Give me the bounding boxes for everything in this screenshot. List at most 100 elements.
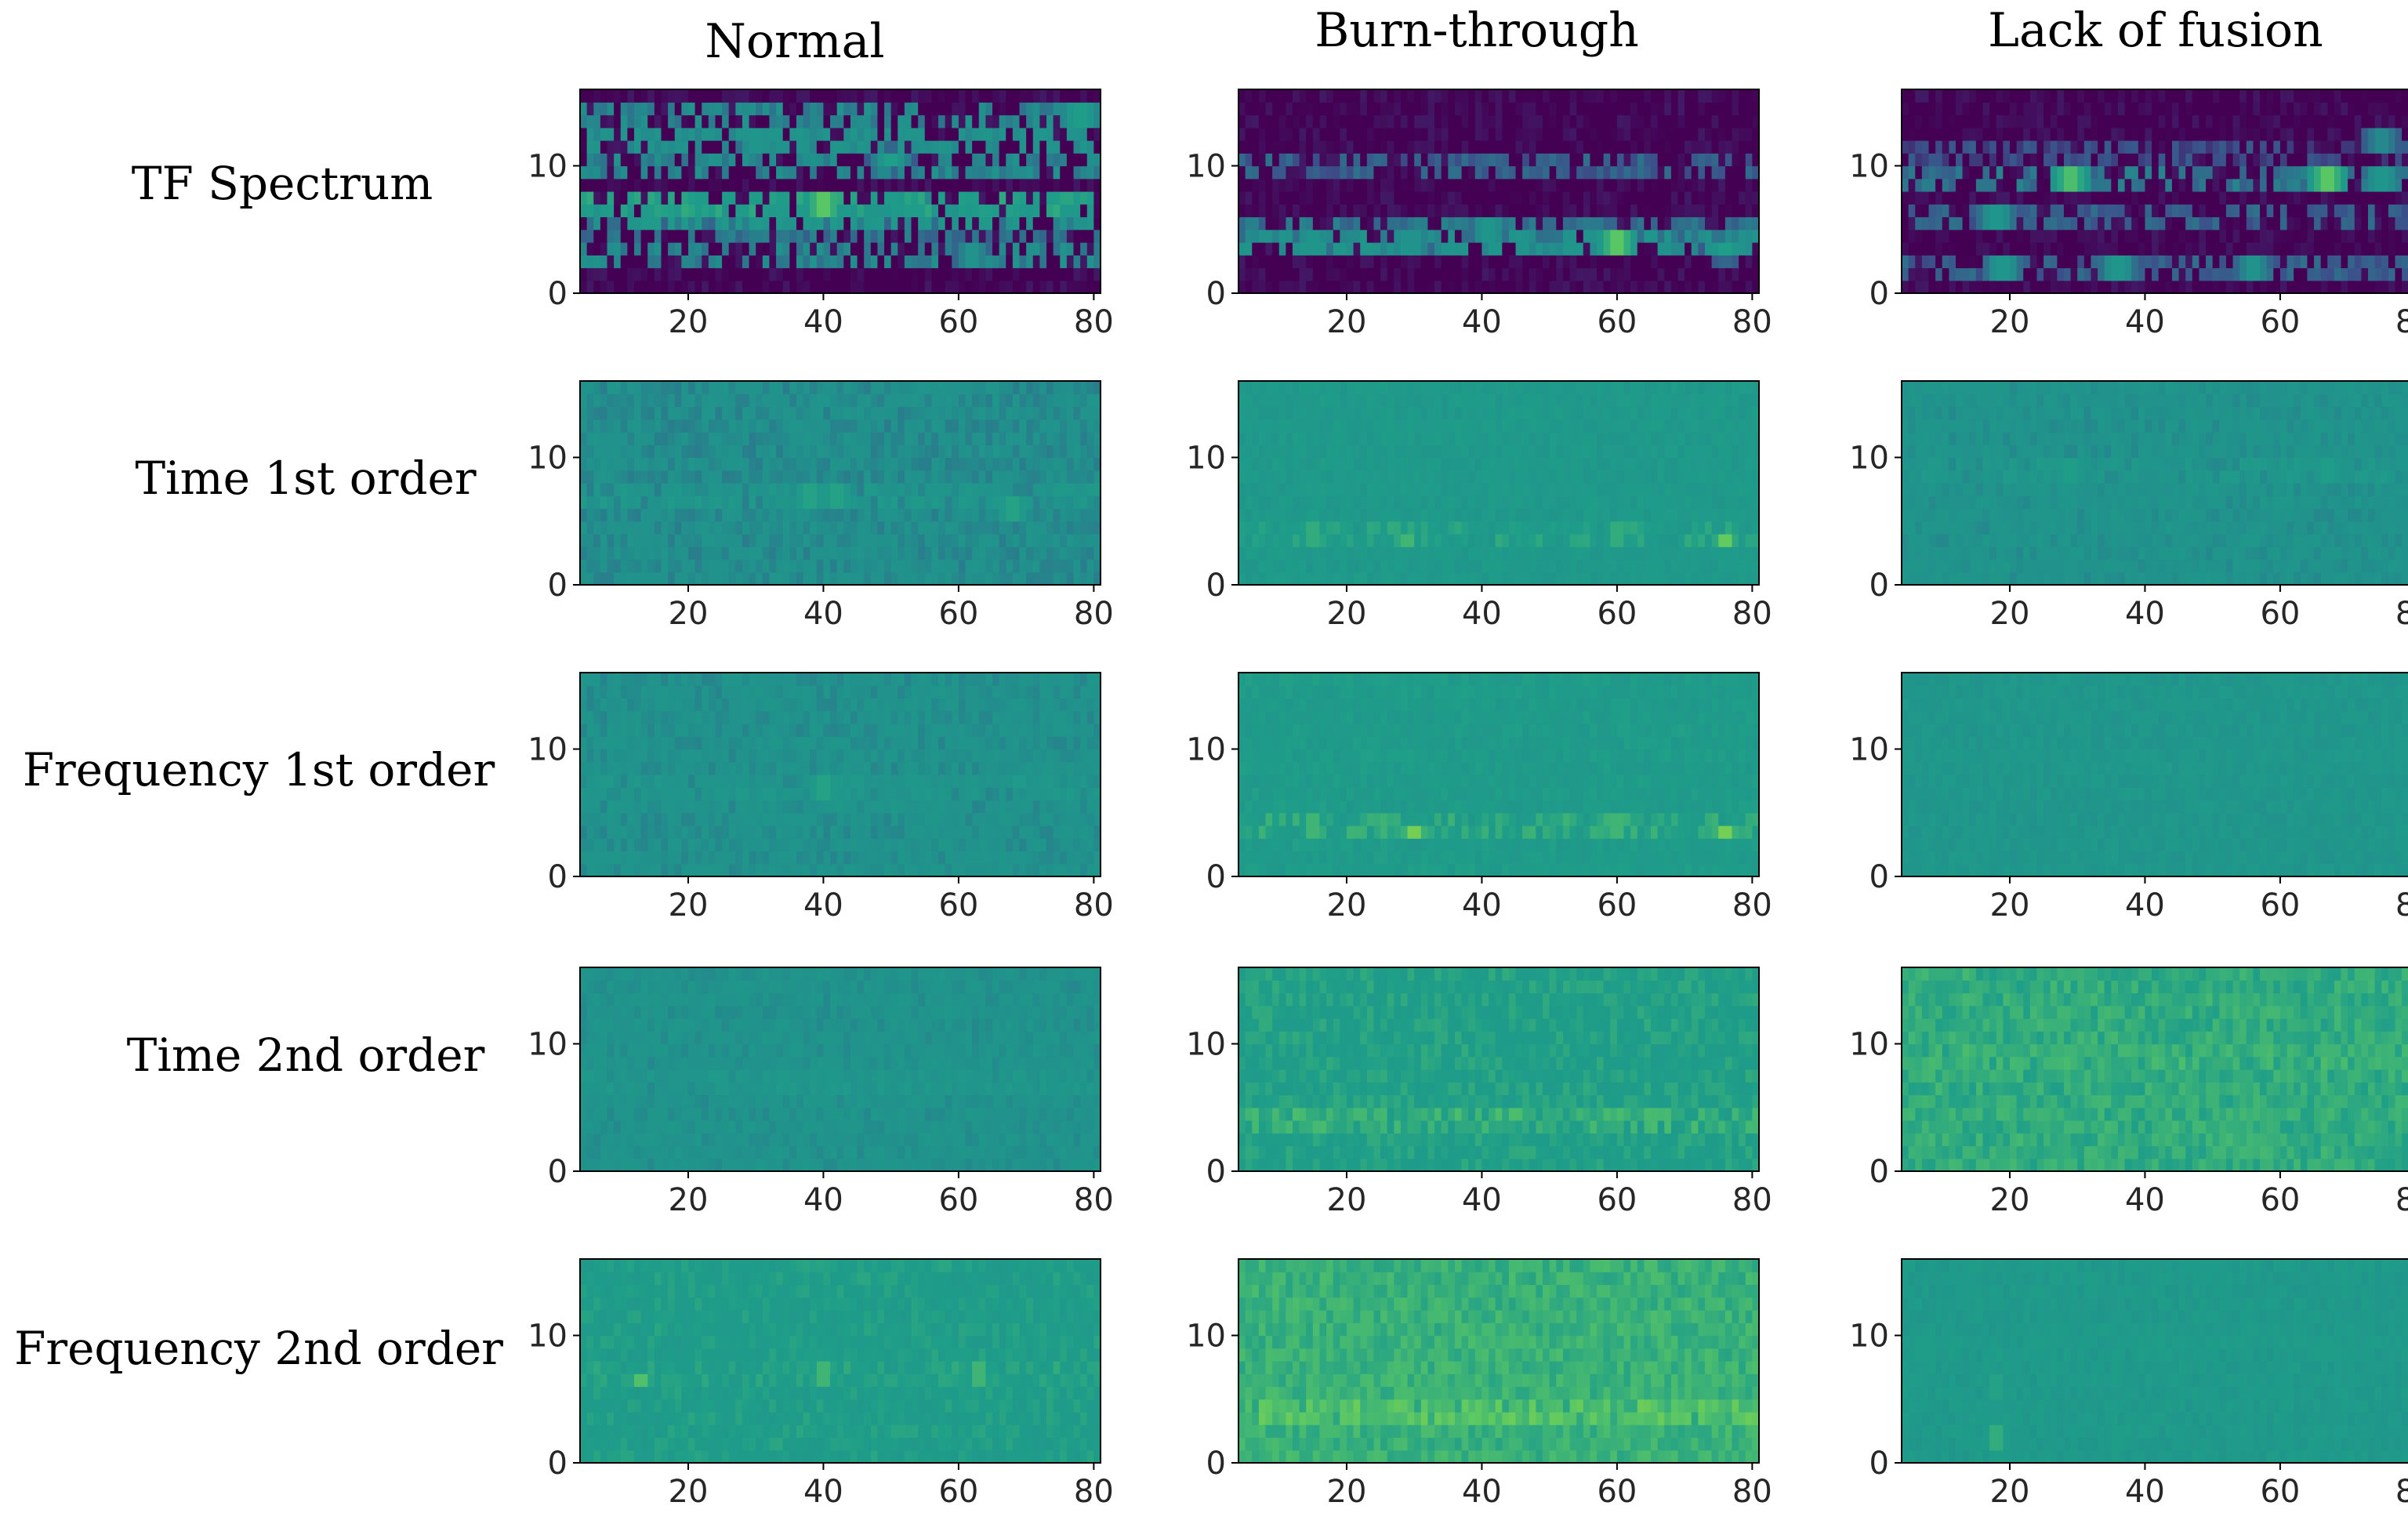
heatmap-cell xyxy=(1299,216,1307,230)
heatmap-cell xyxy=(2165,153,2173,167)
heatmap-cell xyxy=(931,546,939,561)
heatmap-cell xyxy=(627,406,635,420)
heatmap-cell xyxy=(633,483,642,496)
heatmap-cell xyxy=(2091,280,2098,294)
heatmap-cell xyxy=(742,140,750,154)
heatmap-cell xyxy=(776,419,784,433)
heatmap-cell xyxy=(2225,204,2234,218)
heatmap-cell xyxy=(884,140,892,154)
heatmap-cell xyxy=(1529,102,1537,116)
heatmap-cell xyxy=(1026,419,1034,433)
heatmap-cell xyxy=(2341,89,2348,103)
heatmap-cell xyxy=(945,140,952,154)
heatmap-cell xyxy=(1935,267,1943,281)
heatmap-cell xyxy=(674,114,682,129)
heatmap-cell xyxy=(2050,229,2058,243)
heatmap-cell xyxy=(884,165,892,180)
heatmap-cell xyxy=(1046,432,1054,445)
heatmap-cell xyxy=(1969,242,1977,256)
heatmap-cell xyxy=(2388,255,2396,269)
heatmap-cell xyxy=(1711,191,1719,205)
heatmap-cell xyxy=(2083,165,2092,180)
heatmap-cell xyxy=(904,114,912,129)
heatmap-cell xyxy=(884,457,892,471)
heatmap-cell xyxy=(1942,191,1949,205)
heatmap-cell xyxy=(742,483,750,496)
heatmap-cell xyxy=(715,191,723,205)
heatmap-cell xyxy=(836,559,844,573)
heatmap-cell xyxy=(776,114,784,129)
heatmap-cell xyxy=(1441,102,1449,116)
heatmap-cell xyxy=(1006,483,1014,496)
heatmap-cell xyxy=(2044,89,2051,103)
heatmap-cell xyxy=(633,559,642,573)
heatmap-cell xyxy=(2077,216,2085,230)
heatmap-cell xyxy=(1272,204,1280,218)
heatmap-cell xyxy=(1073,114,1081,129)
heatmap-cell xyxy=(627,571,635,586)
heatmap-cell xyxy=(2287,255,2294,269)
heatmap-cell xyxy=(2260,127,2268,141)
heatmap-cell xyxy=(1529,229,1537,243)
heatmap-cell xyxy=(580,255,588,269)
heatmap-cell xyxy=(2091,255,2098,269)
heatmap-cell xyxy=(614,114,622,129)
heatmap-cell xyxy=(1962,267,1970,281)
heatmap-cell xyxy=(1026,178,1034,192)
heatmap-cell xyxy=(762,521,771,535)
heatmap-cell xyxy=(1739,267,1746,281)
heatmap-cell xyxy=(1053,444,1061,459)
heatmap-cell xyxy=(985,191,993,205)
heatmap-cell xyxy=(1724,127,1733,141)
heatmap-cell xyxy=(620,229,628,243)
heatmap-cell xyxy=(1387,178,1394,192)
heatmap-cell xyxy=(836,508,844,522)
heatmap-cell xyxy=(2077,204,2085,218)
heatmap-cell xyxy=(1915,153,1923,167)
heatmap-cell xyxy=(654,89,662,103)
heatmap-cell xyxy=(904,508,912,522)
heatmap-cell xyxy=(1312,127,1321,141)
heatmap-cell xyxy=(607,432,615,445)
heatmap-cell xyxy=(647,394,655,408)
heatmap-cell xyxy=(911,229,919,243)
heatmap-cell xyxy=(850,521,858,535)
heatmap-cell xyxy=(1073,229,1081,243)
heatmap-cell xyxy=(843,165,851,180)
heatmap-cell xyxy=(2117,204,2126,218)
heatmap-cell xyxy=(1373,178,1381,192)
heatmap-cell xyxy=(1414,114,1422,129)
heatmap-cell xyxy=(1508,229,1517,243)
heatmap-cell xyxy=(607,216,615,230)
heatmap-cell xyxy=(1536,280,1543,294)
heatmap-cell xyxy=(1705,102,1713,116)
heatmap-cell xyxy=(2239,153,2247,167)
heatmap-cell xyxy=(735,444,743,459)
heatmap-cell xyxy=(1989,191,1997,205)
heatmap-cell xyxy=(2098,267,2105,281)
heatmap-cell xyxy=(1252,153,1260,167)
heatmap-cell xyxy=(600,267,608,281)
heatmap-cell xyxy=(640,521,648,535)
heatmap-cell xyxy=(620,432,628,445)
heatmap-cell xyxy=(627,483,635,496)
heatmap-cell xyxy=(1515,267,1523,281)
heatmap-cell xyxy=(2158,280,2166,294)
heatmap-cell xyxy=(1651,280,1659,294)
heatmap-cell xyxy=(1454,89,1463,103)
heatmap-cell xyxy=(890,229,898,243)
heatmap-cell xyxy=(978,267,986,281)
heatmap-cell xyxy=(2185,255,2193,269)
heatmap-cell xyxy=(992,508,1000,522)
heatmap-cell xyxy=(1745,178,1753,192)
heatmap-cell xyxy=(600,508,608,522)
heatmap-cell xyxy=(633,571,642,586)
heatmap-cell xyxy=(782,571,790,586)
heatmap-cell xyxy=(1637,89,1645,103)
heatmap-cell xyxy=(735,534,743,547)
heatmap-cell xyxy=(1019,127,1027,141)
heatmap-cell xyxy=(2320,255,2328,269)
heatmap-cell xyxy=(2023,229,2031,243)
heatmap-cell xyxy=(687,495,696,510)
heatmap-cell xyxy=(776,432,784,445)
